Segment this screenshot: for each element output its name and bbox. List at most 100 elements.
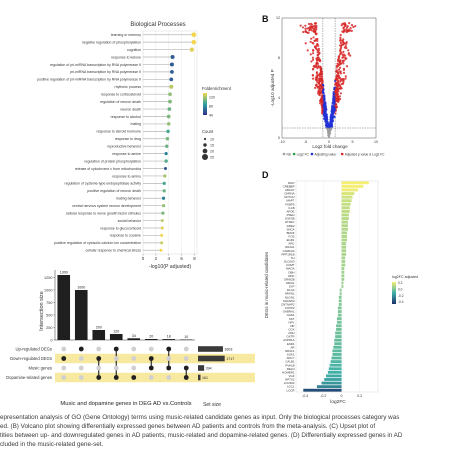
panel-c-matrix-dot-on — [148, 356, 154, 361]
panel-d-gene-bar — [341, 192, 355, 195]
panel-d-gene-bar — [341, 277, 345, 281]
panel-b-gene-point — [324, 111, 327, 114]
panel-c-y-tick-label: 0 — [50, 338, 52, 342]
panel-b-gene-point — [318, 99, 322, 102]
panel-d-gene-label: PPP1R1B — [281, 252, 294, 256]
panel-b-y-tick-label: 12 — [276, 16, 280, 20]
panel-b-gene-point — [332, 98, 335, 102]
panel-c-set-label: Up-regulated DEGs — [15, 347, 52, 352]
panel-a-x-axis-label: -log10(P adjusted) — [149, 264, 192, 270]
panel-b-gene-point — [339, 80, 342, 83]
panel-b-gene-point — [318, 81, 321, 84]
panel-b-letter: B — [262, 14, 269, 24]
panel-a-x-tick-label: 8 — [193, 256, 196, 261]
panel-c-y-axis-label: Intersection size — [39, 291, 45, 331]
panel-b-gene-point — [310, 60, 313, 63]
panel-b-gene-point — [335, 105, 338, 109]
panel-d-gene-bar — [341, 260, 346, 263]
panel-b-gene-point — [313, 65, 316, 69]
panel-c-matrix-dot-off — [113, 365, 119, 371]
panel-b-gene-point — [334, 83, 337, 86]
panel-a-color-legend-title: Foldenrichment — [202, 86, 232, 91]
panel-b-gene-point — [339, 38, 342, 41]
panel-b-gene-point — [309, 53, 312, 56]
panel-b-gene-point — [345, 28, 348, 31]
panel-b-gene-point — [345, 65, 349, 68]
panel-c-bar-label: 10 — [184, 335, 188, 339]
panel-b-gene-point — [311, 56, 315, 59]
panel-b-gene-point — [314, 39, 317, 42]
panel-b-gene-point — [339, 44, 342, 47]
panel-a-category-label: positive regulation of neuron death — [87, 189, 141, 193]
panel-a-size-key — [202, 154, 208, 160]
panel-b-gene-point — [347, 53, 350, 56]
panel-b-gene-point — [321, 106, 324, 109]
panel-b-gene-point — [316, 42, 319, 46]
panel-b-gene-point — [308, 29, 311, 32]
panel-d-gene-bar — [341, 263, 346, 267]
panel-d-gene-bar — [339, 288, 342, 292]
panel-b-gene-point — [344, 75, 347, 78]
panel-d-x-tick-label: -0.4 — [302, 394, 308, 398]
panel-b-gene-point — [316, 51, 319, 54]
panel-d-gene-bar — [341, 195, 353, 199]
panel-d-gene-bar — [341, 252, 347, 256]
panel-d-gene-label: SGK1 — [287, 353, 295, 357]
panel-a-category-label: pri-miRNA transcription by RNA polymeras… — [70, 70, 141, 74]
panel-b-gene-point — [339, 59, 342, 62]
panel-d-gene-label: CCK — [288, 327, 294, 331]
panel-b-gene-point — [311, 77, 315, 80]
panel-d-x-tick-label: -0.2 — [320, 394, 326, 398]
panel-b-gene-point — [320, 103, 323, 106]
panel-a-dot — [161, 204, 166, 208]
panel-b-gene-point — [340, 43, 344, 46]
panel-b-legend-swatch — [292, 152, 296, 156]
panel-c-set-size-bar — [198, 374, 201, 381]
panel-b-gene-point — [344, 24, 347, 28]
panel-d-y-axis-label: DEGs in music-related candidates — [264, 251, 269, 318]
panel-c-intersection-bar — [57, 275, 71, 340]
panel-d-gene-label: CAMK2A — [283, 249, 295, 253]
panel-a-dot — [170, 70, 174, 74]
panel-a-dot — [164, 152, 168, 156]
panel-b-gene-point — [334, 112, 337, 115]
panel-b-gene-point — [318, 74, 322, 77]
panel-a-dot — [166, 122, 171, 126]
panel-d-gene-label: PVALB — [285, 363, 294, 367]
panel-b-legend: NS Log2 FC Adjusting value Adjusted p value… — [282, 152, 385, 156]
panel-d-gene-label: NOTCH — [284, 195, 294, 199]
panel-d-gene-label: RILP — [288, 181, 294, 185]
panel-b-gene-point — [316, 39, 319, 42]
panel-b-gene-point — [336, 62, 339, 65]
panel-d-gene-bar — [327, 370, 342, 374]
panel-d-gene-bar — [341, 231, 348, 235]
panel-c-bar-label: 34 — [132, 334, 136, 338]
panel-d-gene-bar — [335, 331, 342, 335]
panel-c-set-label: Music genes — [28, 366, 52, 371]
panel-c-y-tick-label: 500 — [46, 313, 52, 317]
panel-b-gene-point — [313, 22, 317, 25]
panel-c-matrix-dot-off — [166, 375, 172, 380]
panel-b-gene-point — [337, 81, 340, 85]
panel-d-gene-bar — [321, 381, 342, 385]
panel-d-log2fc-bar-chart: D RILPCREBBPABCA7CHRNANOTCHMAPTFKBP5IL1B… — [262, 170, 418, 405]
panel-d-gene-label: NPY — [289, 320, 295, 324]
panel-b-gene-point — [309, 40, 312, 43]
panel-b-legend-swatch — [310, 152, 314, 156]
panel-b-x-tick-label: 10 — [374, 140, 378, 144]
panel-c-matrix-dot-off — [131, 365, 137, 371]
panel-c-set-size-label: 394 — [206, 366, 212, 370]
panel-b-gene-point — [340, 62, 343, 65]
panel-c-matrix-dot-on — [113, 375, 119, 380]
panel-d-gene-label: NRXN1 — [285, 292, 295, 296]
panel-d-x-axis-label: log2FC — [330, 399, 346, 405]
panel-b-gene-point — [314, 26, 317, 29]
panel-d-legend-tick-label: -0.4 — [398, 300, 404, 304]
panel-d-gene-bar — [341, 270, 345, 274]
panel-d-gene-label: CREBBP — [283, 184, 295, 188]
panel-d-gene-bar — [328, 367, 342, 371]
panel-d-gene-bar — [341, 238, 348, 242]
panel-d-gene-bar — [341, 249, 347, 253]
panel-d-gene-bar — [341, 242, 347, 246]
